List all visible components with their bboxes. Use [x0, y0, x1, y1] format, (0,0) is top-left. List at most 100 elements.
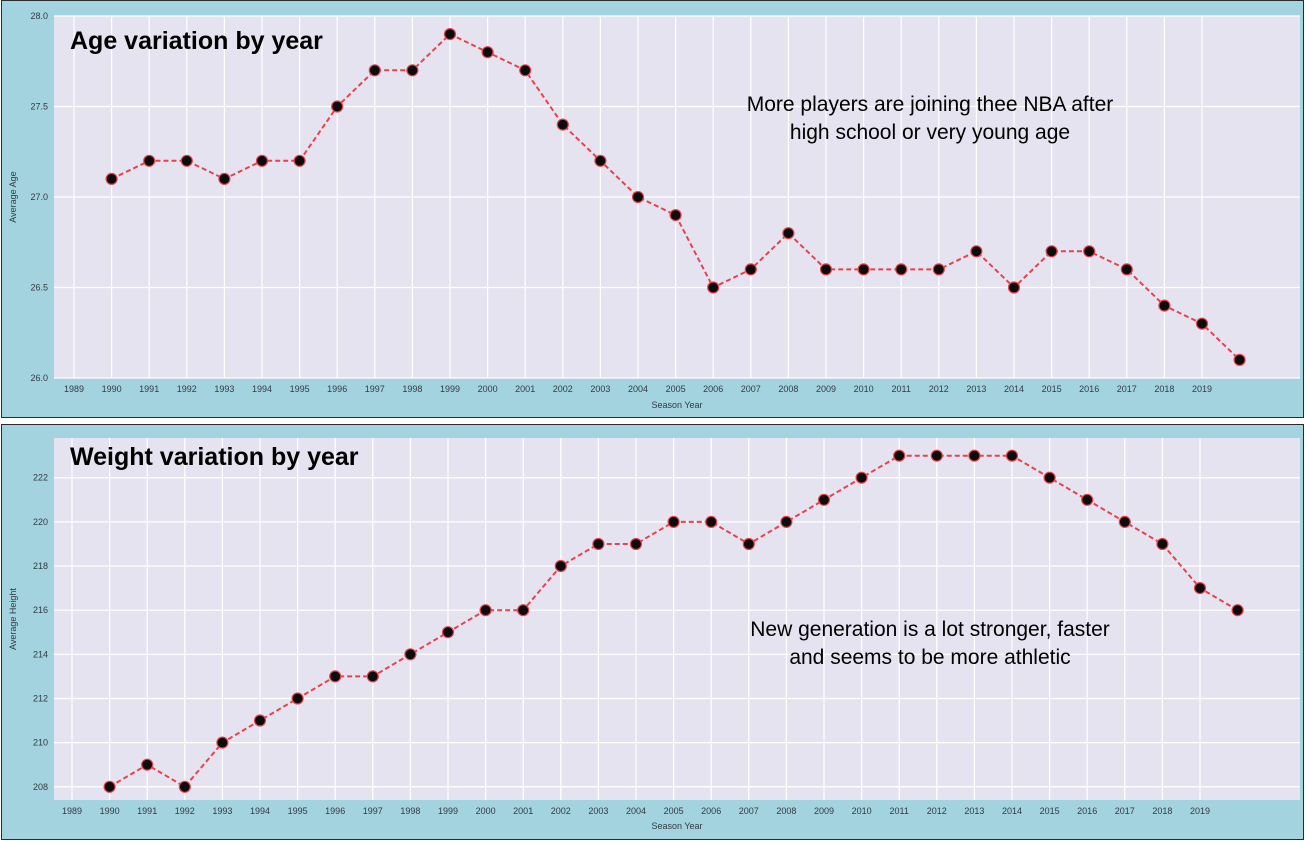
x-tick-label: 2017	[1117, 384, 1137, 394]
data-point	[293, 154, 306, 167]
data-point	[1081, 493, 1094, 506]
annotation-line-1: New generation is a lot stronger, faster	[750, 618, 1110, 641]
x-tick-label: 2019	[1190, 806, 1210, 816]
y-axis-label: Average Age	[8, 171, 18, 222]
x-tick-label: 2005	[666, 384, 686, 394]
data-point	[855, 471, 868, 484]
y-tick-label: 28.0	[30, 11, 48, 21]
series-markers	[105, 27, 1246, 366]
x-tick-label: 1990	[102, 384, 122, 394]
data-point	[180, 154, 193, 167]
data-point	[1156, 537, 1169, 551]
x-tick-label: 2001	[515, 384, 535, 394]
x-tick-label: 1999	[438, 806, 458, 816]
data-point	[819, 263, 833, 276]
data-point	[481, 46, 494, 59]
x-tick-label: 1997	[363, 806, 383, 816]
chart-title: Age variation by year	[70, 27, 323, 55]
data-point	[631, 190, 645, 204]
data-point	[1043, 471, 1056, 484]
x-tick-label: 1995	[288, 806, 308, 816]
x-tick-label: 2012	[929, 384, 949, 394]
data-point	[893, 449, 906, 462]
data-point	[968, 449, 981, 462]
data-point	[141, 758, 154, 771]
data-point	[1193, 582, 1207, 595]
x-tick-label: 1991	[137, 806, 157, 816]
x-tick-label: 1999	[440, 384, 460, 394]
x-tick-label: 1997	[365, 384, 385, 394]
x-tick-label: 2015	[1042, 384, 1062, 394]
x-tick-label: 2016	[1079, 384, 1099, 394]
y-tick-label: 220	[33, 517, 48, 527]
x-tick-labels: 1989 1990 1991 1992 1993 1994 1995 1996 1997 1998…	[64, 384, 1212, 394]
data-point	[744, 263, 757, 276]
x-tick-label: 2004	[626, 806, 646, 816]
x-gridlines	[71, 438, 1201, 800]
x-tick-labels: 1989 1990 1991 1992 1993 1994 1995 1996 1997 1998…	[62, 806, 1210, 816]
data-point	[216, 736, 229, 749]
x-tick-label: 2014	[1004, 384, 1024, 394]
x-tick-label: 2007	[741, 384, 761, 394]
x-tick-label: 2008	[776, 806, 796, 816]
x-tick-label: 2018	[1152, 806, 1172, 816]
x-tick-label: 1994	[252, 384, 272, 394]
data-point	[105, 172, 118, 185]
data-point	[218, 172, 231, 185]
x-tick-label: 2000	[476, 806, 496, 816]
data-point	[1045, 245, 1058, 258]
data-point	[594, 154, 607, 167]
data-point	[554, 559, 567, 573]
y-tick-labels: 208 210 212 214 216 218 220 222	[33, 473, 48, 792]
data-point	[143, 154, 156, 167]
y-axis-label: Average Height	[8, 588, 18, 650]
data-point	[331, 100, 344, 113]
x-tick-label: 2003	[590, 384, 610, 394]
data-point	[178, 780, 191, 793]
annotation-line-2: high school or very young age	[790, 121, 1070, 144]
data-point	[970, 245, 983, 258]
data-point	[517, 604, 530, 617]
x-tick-label: 1993	[212, 806, 232, 816]
x-tick-label: 2013	[964, 806, 984, 816]
data-point	[1118, 515, 1131, 529]
weight-chart-panel: 208 210 212 214 216 218 220 222 1989 1990 1991 199…	[1, 424, 1304, 840]
x-tick-label: 2010	[852, 806, 872, 816]
x-axis-label: Season Year	[651, 821, 702, 831]
x-tick-label: 2015	[1040, 806, 1060, 816]
y-tick-label: 27.0	[30, 192, 48, 202]
data-point	[556, 118, 569, 131]
data-point	[669, 209, 682, 222]
data-point	[895, 263, 908, 276]
x-tick-label: 2011	[890, 806, 909, 816]
y-tick-label: 214	[33, 649, 48, 659]
x-tick-label: 2006	[703, 384, 723, 394]
y-tick-label: 26.0	[30, 373, 48, 383]
y-tick-label: 212	[33, 693, 48, 703]
x-tick-label: 2006	[701, 806, 721, 816]
data-point	[817, 493, 831, 506]
data-point	[253, 714, 267, 727]
x-tick-label: 1998	[402, 384, 422, 394]
data-point	[406, 64, 419, 77]
x-tick-label: 1989	[64, 384, 84, 394]
data-point	[368, 64, 381, 77]
x-tick-label: 2001	[513, 806, 533, 816]
data-point	[705, 515, 718, 529]
x-tick-label: 2002	[551, 806, 571, 816]
data-point	[857, 263, 870, 276]
chart-title: Weight variation by year	[70, 443, 359, 471]
data-point	[667, 515, 680, 529]
data-point	[1195, 317, 1209, 330]
data-point	[1158, 299, 1171, 312]
y-tick-label: 222	[33, 473, 48, 483]
data-point	[1083, 245, 1096, 258]
data-point	[782, 227, 795, 240]
x-tick-label: 2009	[816, 384, 836, 394]
x-tick-label: 2003	[588, 806, 608, 816]
annotation-line-1: More players are joining thee NBA after	[747, 93, 1114, 116]
x-tick-label: 2004	[628, 384, 648, 394]
weight-chart: 208 210 212 214 216 218 220 222 1989 1990 1991 199…	[8, 438, 1300, 831]
x-tick-label: 2010	[854, 384, 874, 394]
x-tick-label: 1996	[325, 806, 345, 816]
